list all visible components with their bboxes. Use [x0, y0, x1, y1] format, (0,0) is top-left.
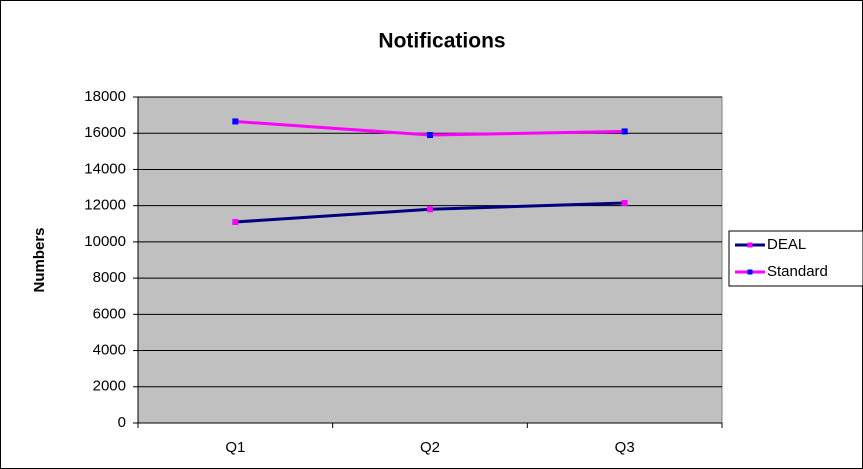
- y-tick-label: 8000: [93, 269, 126, 286]
- legend-box: [728, 230, 863, 287]
- legend-marker: [747, 242, 753, 248]
- y-tick-label: 6000: [93, 305, 126, 322]
- chart-title: Notifications: [378, 30, 505, 53]
- legend-label: Standard: [767, 263, 828, 280]
- y-tick-label: 2000: [93, 378, 126, 395]
- y-tick-label: 0: [118, 414, 126, 431]
- y-tick-label: 16000: [84, 124, 126, 141]
- x-tick-label: Q1: [225, 439, 245, 456]
- y-tick-label: 12000: [84, 197, 126, 214]
- y-tick-label: 4000: [93, 342, 126, 359]
- legend-label: DEAL: [767, 236, 806, 253]
- y-tick-label: 10000: [84, 233, 126, 250]
- x-tick-label: Q3: [615, 439, 635, 456]
- y-axis-label: Numbers: [31, 227, 48, 292]
- legend-marker: [747, 269, 753, 275]
- data-point: [232, 118, 239, 125]
- data-point: [427, 132, 433, 139]
- y-tick-label: 14000: [84, 160, 126, 177]
- y-tick-label: 18000: [84, 88, 126, 105]
- data-point: [621, 128, 628, 135]
- data-point: [427, 206, 433, 213]
- data-point: [621, 199, 628, 206]
- plot-area: [137, 96, 723, 424]
- data-point: [232, 218, 239, 225]
- x-tick-label: Q2: [420, 439, 440, 456]
